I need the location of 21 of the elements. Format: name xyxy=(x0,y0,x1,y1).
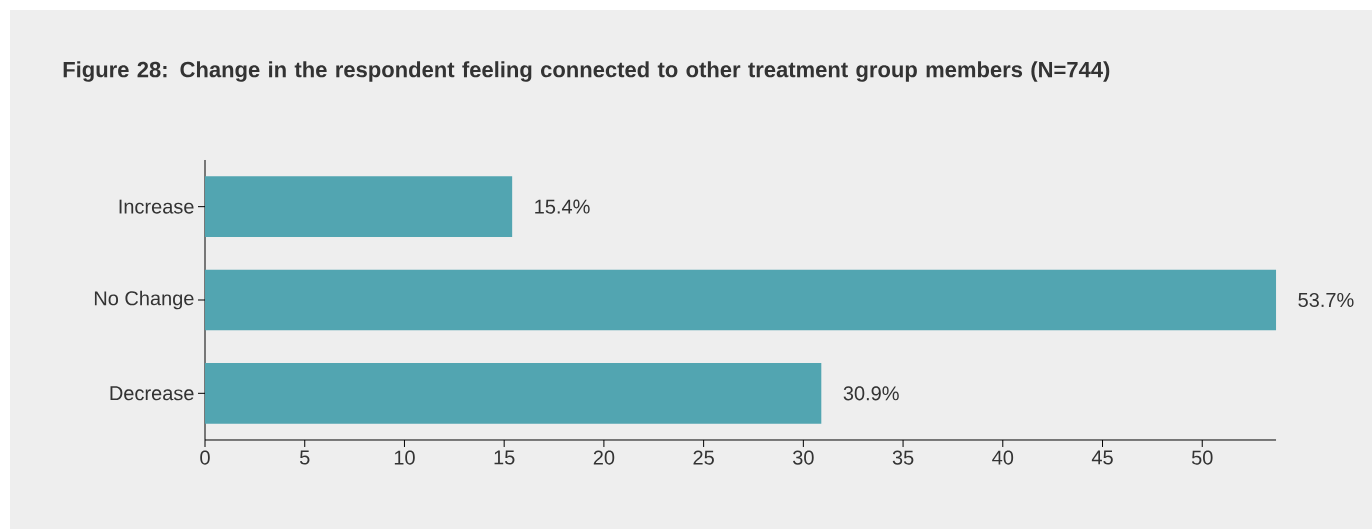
x-tick-label: 30 xyxy=(793,450,814,465)
data-label: 53.7% xyxy=(1298,292,1354,308)
bar xyxy=(205,362,822,424)
x-tick-label: 10 xyxy=(394,450,415,465)
bar xyxy=(205,269,1277,331)
x-tick-label: 20 xyxy=(593,450,615,465)
y-tick-label: Decrease xyxy=(110,386,194,401)
chart-title: Figure 28: Change in the respondent feeling connected to other treatment group members (N=744) xyxy=(63,61,1110,82)
x-tick-label: 45 xyxy=(1091,450,1113,465)
y-tick-label: No Change xyxy=(94,290,194,310)
x-tick-label: 25 xyxy=(693,450,714,465)
data-label: 30.9% xyxy=(843,386,899,401)
y-tick-label: Increase xyxy=(119,199,194,214)
x-tick-label: 15 xyxy=(494,450,515,465)
x-tick-label: 5 xyxy=(299,450,310,465)
x-tick-label: 0 xyxy=(200,450,210,465)
data-label: 15.4% xyxy=(535,199,590,214)
bar xyxy=(205,176,513,237)
x-tick-label: 40 xyxy=(992,450,1014,465)
x-tick-label: 35 xyxy=(892,450,914,465)
x-tick-label: 50 xyxy=(1191,450,1213,465)
